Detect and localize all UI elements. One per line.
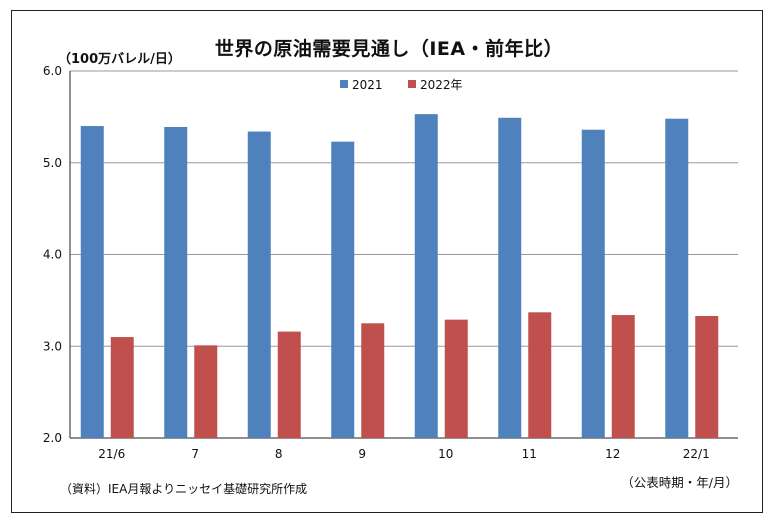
bar-series1	[331, 141, 355, 438]
x-tick-label: 22/1	[683, 447, 710, 461]
bar-series1	[498, 117, 522, 438]
bar-series2	[194, 345, 218, 438]
bar-series1	[164, 126, 188, 438]
x-tick-label: 11	[522, 447, 537, 461]
x-tick-label: 9	[358, 447, 366, 461]
legend-label: 2021	[352, 78, 383, 92]
chart-title: 世界の原油需要見通し（IEA・前年比）	[214, 38, 564, 60]
x-tick-label: 21/6	[98, 447, 125, 461]
bar-series2	[611, 315, 635, 438]
bar-series1	[247, 131, 271, 438]
x-tick-label: 7	[191, 447, 199, 461]
y-tick-label: 4.0	[43, 248, 62, 262]
x-tick-label: 10	[438, 447, 453, 461]
y-tick-label: 6.0	[43, 64, 62, 78]
legend-swatch	[408, 80, 416, 88]
bar-series2	[444, 319, 468, 438]
bar-series2	[528, 312, 552, 438]
bar-series1	[414, 114, 438, 438]
x-tick-label: 12	[605, 447, 620, 461]
bar-series1	[665, 118, 689, 439]
y-tick-label: 2.0	[43, 431, 62, 445]
bar-series2	[695, 315, 719, 438]
y-tick-label: 3.0	[43, 339, 62, 353]
bar-series2	[277, 331, 301, 438]
source-note: （資料）IEA月報よりニッセイ基礎研究所作成	[60, 482, 308, 496]
x-axis-label: （公表時期・年/月）	[621, 475, 738, 490]
bar-series1	[581, 129, 605, 438]
chart-frame	[11, 10, 763, 513]
legend-label: 2022年	[420, 78, 463, 92]
y-tick-label: 5.0	[43, 156, 62, 170]
bar-series2	[361, 323, 385, 438]
bar-series1	[80, 126, 104, 439]
x-tick-label: 8	[275, 447, 283, 461]
legend-swatch	[340, 80, 348, 88]
y-axis-unit-label: （100万バレル/日）	[58, 52, 181, 67]
bar-series2	[110, 337, 134, 438]
